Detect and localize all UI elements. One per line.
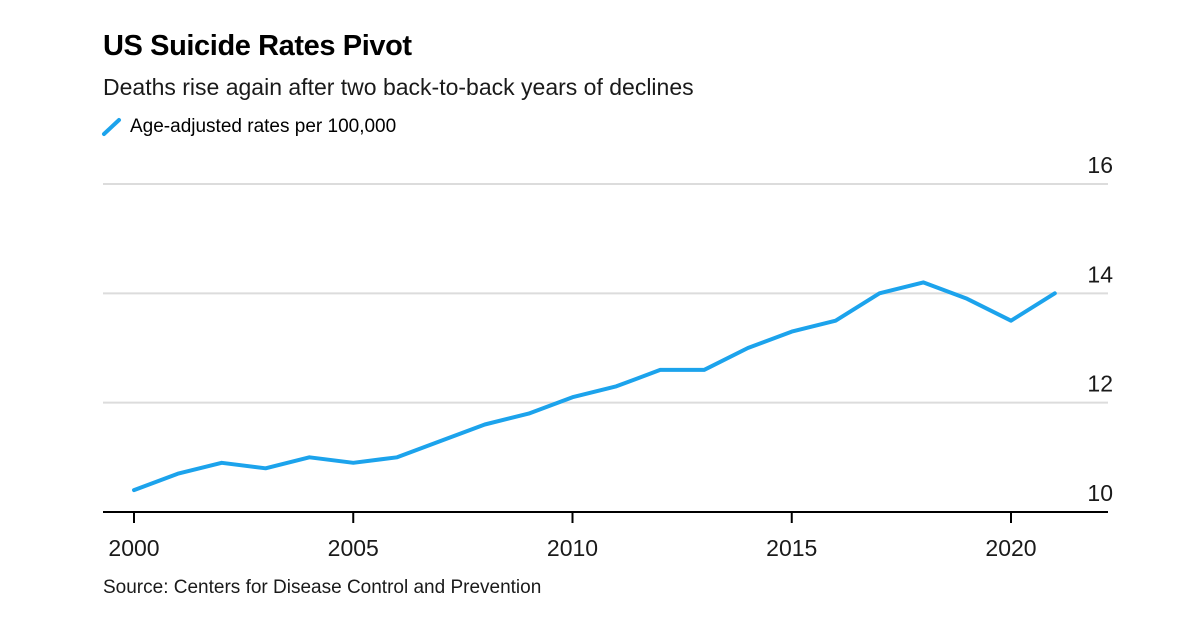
chart-subtitle: Deaths rise again after two back-to-back… (103, 74, 694, 100)
y-tick-label: 12 (1087, 371, 1113, 397)
x-tick-label: 2005 (328, 535, 379, 561)
data-line (132, 280, 1057, 493)
chart-title: US Suicide Rates Pivot (103, 30, 412, 62)
y-tick-label: 14 (1087, 261, 1113, 287)
x-tick-label: 2020 (985, 535, 1036, 561)
y-tick-label: 10 (1087, 480, 1113, 506)
x-tick-label: 2015 (766, 535, 817, 561)
legend-label: Age-adjusted rates per 100,000 (130, 116, 397, 137)
y-tick-label: 16 (1087, 152, 1113, 178)
legend: Age-adjusted rates per 100,000 (101, 116, 396, 138)
legend-line-icon (102, 118, 121, 136)
source-text: Source: Centers for Disease Control and … (103, 577, 542, 598)
x-tick-label: 2010 (547, 535, 598, 561)
x-tick-label: 2000 (108, 535, 159, 561)
